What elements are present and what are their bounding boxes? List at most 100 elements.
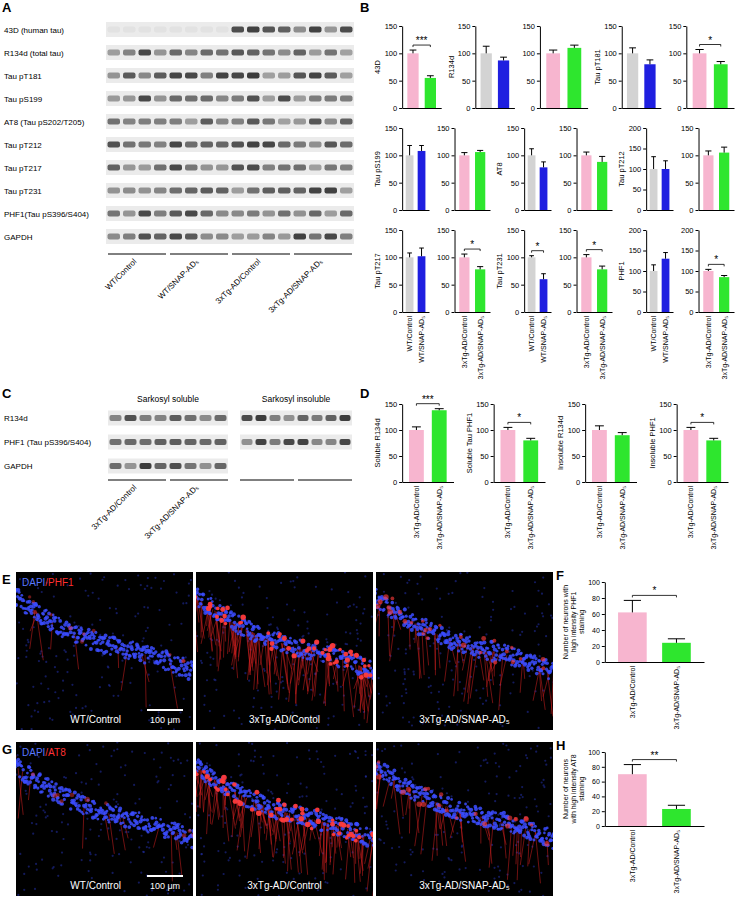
- bar: [475, 269, 485, 312]
- nucleus: [337, 665, 340, 668]
- blot-band: [125, 439, 137, 445]
- x-tick: 3xTg-AD/Control: [504, 486, 512, 539]
- nucleus: [300, 653, 304, 657]
- blot-band: [185, 165, 198, 171]
- y-axis-title: PHF1: [617, 261, 626, 280]
- tau-positive-cell: [215, 615, 219, 619]
- y-tick-label: 150: [385, 226, 398, 235]
- blot-band: [200, 439, 212, 445]
- blot-band: [200, 415, 212, 421]
- nucleus-diffuse: [55, 655, 57, 657]
- blot-band: [247, 96, 260, 102]
- y-tick-label: 150: [604, 22, 617, 31]
- y-tick: 0: [689, 206, 698, 215]
- nucleus-diffuse: [112, 632, 114, 634]
- blot-band: [340, 142, 353, 148]
- nucleus-diffuse: [168, 624, 170, 626]
- blot-band: [108, 211, 121, 217]
- nucleus-diffuse: [429, 645, 431, 647]
- blot-strip: [240, 435, 352, 450]
- nucleus: [256, 638, 259, 641]
- y-tick-label: 100: [437, 253, 450, 262]
- blot-band: [154, 142, 167, 148]
- blot-band: [155, 463, 167, 469]
- y-axis-line: [605, 583, 606, 663]
- nucleus-diffuse: [349, 632, 351, 634]
- y-axis: 050100150: [669, 22, 687, 113]
- y-tick-label: 0: [613, 104, 617, 113]
- nucleus: [186, 661, 190, 665]
- x-tick: WT/Control: [406, 316, 413, 352]
- y-tick-mark: [574, 257, 577, 258]
- y-tick-label: 20: [592, 808, 600, 815]
- nucleus: [264, 643, 267, 646]
- y-axis-title: Tau pT181: [593, 49, 602, 84]
- nucleus-diffuse: [475, 689, 477, 691]
- nucleus-diffuse: [359, 623, 361, 625]
- bar-chart: Number of neuronswith high intensity AT8…: [562, 749, 705, 894]
- bar-chart: AT8050100150: [495, 124, 551, 215]
- y-tick-mark: [574, 183, 577, 184]
- nucleus-diffuse: [73, 655, 75, 657]
- blot-band: [326, 439, 337, 445]
- nucleus: [77, 636, 80, 639]
- blot-band: [278, 211, 291, 217]
- nucleus-diffuse: [180, 623, 182, 625]
- x-tick-label: WT/SNAP-AD₅: [418, 316, 425, 363]
- nucleus: [200, 598, 204, 602]
- nucleus: [127, 657, 130, 660]
- tau-positive-cell: [220, 607, 225, 612]
- y-tick-label: 100: [604, 49, 617, 58]
- tau-fibre: [343, 662, 349, 686]
- x-axis: 3xTg-AD/Control3xTg-AD/SNAP-AD₅: [605, 663, 704, 730]
- x-tick: 3xTg-AD/Control: [705, 316, 713, 369]
- y-tick-mark: [602, 752, 605, 753]
- nucleus: [228, 618, 231, 621]
- bar-chart: Tau pT181050100150: [593, 22, 661, 113]
- blot-strip: [106, 114, 354, 129]
- y-tick-mark: [643, 128, 646, 129]
- blot-band: [123, 50, 136, 56]
- y-tick: 150: [437, 124, 455, 133]
- nucleus-diffuse: [326, 641, 328, 643]
- nucleus: [89, 637, 92, 640]
- condition-label: 3xTg-AD/Contol: [249, 714, 320, 725]
- error-bar: [583, 152, 589, 155]
- x-axis: 3xTg-AD/Control3xTg-AD/SNAP-AD₅: [586, 483, 637, 550]
- nucleus-diffuse: [27, 641, 29, 643]
- y-axis: 050100150: [522, 22, 540, 113]
- nucleus-diffuse: [347, 591, 349, 593]
- nucleus: [109, 653, 112, 656]
- nucleus-diffuse: [71, 684, 73, 686]
- y-tick-label: 50: [389, 179, 397, 188]
- y-tick-label: 100: [385, 49, 398, 58]
- blot-band: [215, 463, 227, 469]
- error-bar: [483, 46, 490, 53]
- nucleus: [138, 658, 142, 662]
- y-tick: 150: [385, 226, 403, 235]
- blot-band: [325, 119, 338, 125]
- y-axis-line: [475, 27, 476, 109]
- nucleus: [53, 619, 57, 623]
- tau-fibre: [325, 655, 327, 706]
- y-tick-label: 0: [689, 308, 693, 317]
- nucleus-diffuse: [69, 711, 71, 713]
- nucleus: [313, 654, 316, 657]
- nucleus-diffuse: [270, 623, 272, 625]
- nucleus-diffuse: [175, 675, 177, 677]
- y-tick-label: 0: [637, 308, 641, 317]
- blot-band: [139, 27, 152, 33]
- bar-chart: Tau pT217050100150WT/ControlWT/SNAP-AD₅: [373, 226, 429, 363]
- nucleus-diffuse: [463, 688, 465, 690]
- blot-band: [270, 415, 281, 421]
- x-tick: 3xTg-AD/SNAP-AD₅: [721, 316, 729, 380]
- y-axis-title-line: Tau pT212: [617, 151, 626, 186]
- blot-band: [108, 142, 121, 148]
- blot-band: [108, 119, 121, 125]
- bar: [418, 256, 426, 312]
- y-tick-mark: [574, 210, 577, 211]
- blot-band: [309, 165, 322, 171]
- y-tick-mark: [491, 456, 494, 457]
- blot-band: [216, 119, 229, 125]
- y-tick-mark: [521, 183, 524, 184]
